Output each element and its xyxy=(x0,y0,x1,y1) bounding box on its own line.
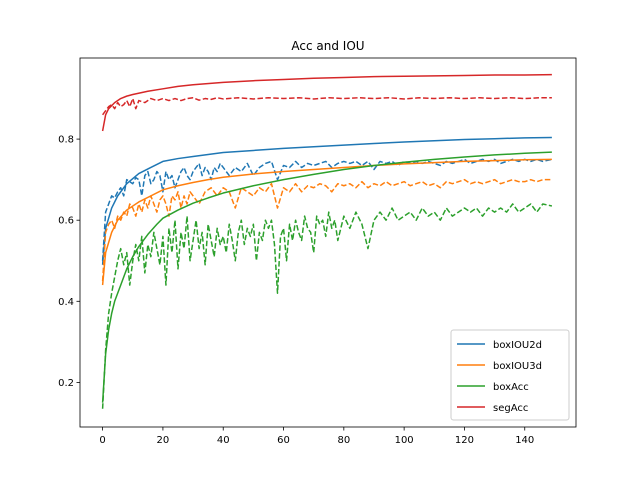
plot-frame xyxy=(79,57,577,428)
y-tick-label: 0.4 xyxy=(58,297,74,308)
legend-box xyxy=(450,329,570,421)
series-boxIOU3d-solid xyxy=(101,158,552,286)
chart-title: Acc and IOU xyxy=(291,39,364,53)
series-boxIOU2d-solid xyxy=(101,136,552,265)
x-tick-label: 100 xyxy=(395,435,414,446)
legend-label-boxIOU2d: boxIOU2d xyxy=(493,340,542,351)
series-segAcc-dashed xyxy=(102,96,552,116)
series-boxIOU2d-dashed xyxy=(101,158,553,261)
legend-label-boxAcc: boxAcc xyxy=(493,382,529,393)
y-tick-label: 0.2 xyxy=(58,378,74,389)
axes-layer: 0 20 40 60 80 100 120 140 0.2 0.4 0.6 0.8 xyxy=(58,57,577,446)
series-layer xyxy=(101,73,553,409)
y-tick-label: 0.8 xyxy=(58,135,74,146)
series-boxAcc-solid xyxy=(101,151,552,403)
legend-label-segAcc: segAcc xyxy=(493,403,528,414)
legend: boxIOU2d boxIOU3d boxAcc segAcc xyxy=(450,329,570,421)
x-tick-label: 140 xyxy=(515,435,534,446)
y-tick-label: 0.6 xyxy=(58,216,74,227)
x-tick-label: 60 xyxy=(277,435,290,446)
x-tick-label: 80 xyxy=(337,435,350,446)
series-boxAcc-dashed xyxy=(101,203,553,409)
series-boxIOU3d-dashed xyxy=(101,178,552,282)
x-tick-label: 120 xyxy=(455,435,474,446)
x-tick-label: 20 xyxy=(157,435,170,446)
legend-label-boxIOU3d: boxIOU3d xyxy=(493,361,542,372)
x-tick-label: 0 xyxy=(99,435,105,446)
series-segAcc-solid xyxy=(101,73,552,132)
x-tick-label: 40 xyxy=(217,435,230,446)
